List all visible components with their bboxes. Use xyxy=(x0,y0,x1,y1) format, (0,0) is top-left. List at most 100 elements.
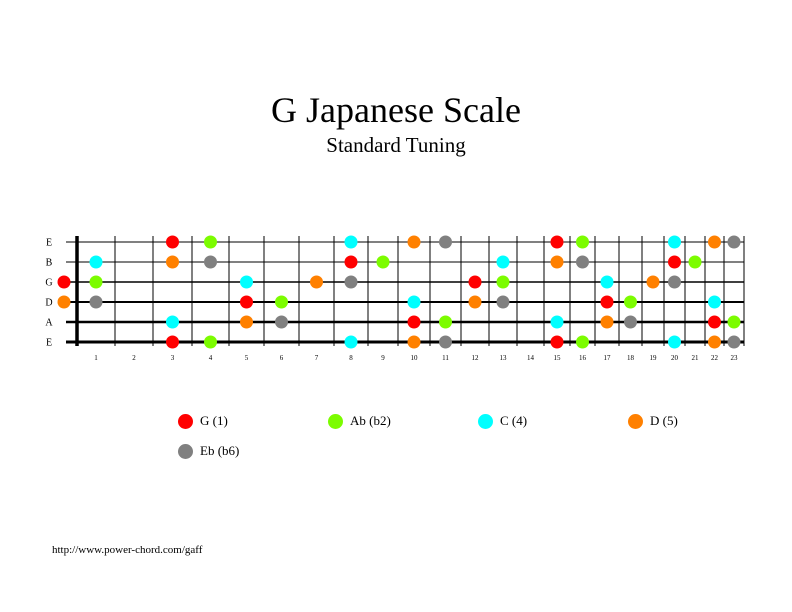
fret-number: 18 xyxy=(627,354,635,362)
note-dot-d xyxy=(407,335,421,349)
legend-item: Ab (b2) xyxy=(328,412,391,430)
note-dot-eb xyxy=(89,295,103,309)
note-dot-ab xyxy=(204,335,217,349)
note-dot-eb xyxy=(668,275,681,289)
legend-label: Eb (b6) xyxy=(200,443,240,458)
note-dot-g xyxy=(550,235,564,249)
note-dot-c xyxy=(668,335,681,349)
note-dot-eb xyxy=(204,255,217,269)
legend-item: D (5) xyxy=(628,412,678,430)
note-dot-ab xyxy=(89,275,103,289)
fret-number: 15 xyxy=(554,354,562,362)
note-dot-d xyxy=(708,335,721,349)
legend-dot xyxy=(178,443,193,459)
note-dot-c xyxy=(600,275,614,289)
note-dot-eb xyxy=(344,275,358,289)
note-dot-c xyxy=(240,275,253,289)
string-label: A xyxy=(45,318,53,329)
legend-label: Ab (b2) xyxy=(350,413,391,428)
fret-number: 9 xyxy=(381,354,385,362)
legend-dot xyxy=(478,413,493,429)
note-dot-g xyxy=(668,255,681,269)
note-dot-eb xyxy=(439,335,452,349)
note-dot-ab xyxy=(376,255,390,269)
fret-number: 23 xyxy=(731,354,739,362)
note-dot-d xyxy=(240,315,253,329)
note-dot-d xyxy=(600,315,614,329)
fret-number: 5 xyxy=(245,354,249,362)
fret-number: 13 xyxy=(500,354,508,362)
note-dot-ab xyxy=(275,295,288,309)
chart-subtitle: Standard Tuning xyxy=(326,133,466,157)
fret-number: 11 xyxy=(442,354,449,362)
note-dot-g xyxy=(166,235,179,249)
note-dot-ab xyxy=(576,335,589,349)
note-dot-d xyxy=(646,275,660,289)
legend-dot xyxy=(628,413,643,429)
fret-number: 1 xyxy=(94,354,98,362)
note-dot-eb xyxy=(576,255,589,269)
note-dot-g xyxy=(166,335,179,349)
note-dot-ab xyxy=(688,255,702,269)
fret-number: 8 xyxy=(349,354,353,362)
note-dot-c xyxy=(550,315,564,329)
note-dot-g xyxy=(57,275,71,289)
fret-number: 21 xyxy=(692,354,700,362)
note-dot-d xyxy=(166,255,179,269)
fret-number: 20 xyxy=(671,354,679,362)
note-dot-d xyxy=(550,255,564,269)
legend-item: Eb (b6) xyxy=(178,442,239,460)
note-dot-c xyxy=(407,295,421,309)
note-dot-g xyxy=(708,315,721,329)
legend-label: G (1) xyxy=(200,413,228,428)
fret-number: 22 xyxy=(711,354,719,362)
note-dot-d xyxy=(708,235,721,249)
note-dot-eb xyxy=(275,315,288,329)
note-dot-eb xyxy=(727,235,741,249)
note-dot-d xyxy=(407,235,421,249)
note-dot-ab xyxy=(439,315,452,329)
string-label: G xyxy=(45,278,52,289)
note-dot-eb xyxy=(496,295,510,309)
fret-number: 19 xyxy=(650,354,658,362)
note-dot-ab xyxy=(496,275,510,289)
note-dot-g xyxy=(600,295,614,309)
string-label: E xyxy=(46,338,52,349)
note-dot-eb xyxy=(439,235,452,249)
note-dot-c xyxy=(496,255,510,269)
legend-item: G (1) xyxy=(178,412,228,430)
fret-number: 16 xyxy=(579,354,587,362)
note-dot-ab xyxy=(204,235,217,249)
legend-label: D (5) xyxy=(650,413,678,428)
fret-number: 4 xyxy=(209,354,213,362)
note-dot-d xyxy=(468,295,482,309)
source-url: http://www.power-chord.com/gaff xyxy=(52,544,203,556)
note-dot-ab xyxy=(727,315,741,329)
fret-number: 6 xyxy=(280,354,284,362)
note-dot-c xyxy=(668,235,681,249)
note-dot-eb xyxy=(624,315,637,329)
note-dot-g xyxy=(240,295,253,309)
note-dot-c xyxy=(89,255,103,269)
string-label: D xyxy=(45,298,52,309)
note-dot-g xyxy=(407,315,421,329)
string-label: B xyxy=(46,258,53,269)
fret-number: 17 xyxy=(604,354,612,362)
note-dot-g xyxy=(344,255,358,269)
fret-number: 14 xyxy=(527,354,535,362)
note-dot-c xyxy=(344,235,358,249)
note-dot-g xyxy=(550,335,564,349)
legend-item: C (4) xyxy=(478,412,527,430)
note-dot-ab xyxy=(576,235,589,249)
fret-number: 2 xyxy=(132,354,136,362)
fret-number: 7 xyxy=(315,354,319,362)
note-dot-c xyxy=(708,295,721,309)
legend-dot xyxy=(178,413,193,429)
note-dot-d xyxy=(310,275,323,289)
note-dot-c xyxy=(166,315,179,329)
note-dot-g xyxy=(468,275,482,289)
note-dot-ab xyxy=(624,295,637,309)
fret-number: 12 xyxy=(472,354,480,362)
fret-number: 3 xyxy=(171,354,175,362)
